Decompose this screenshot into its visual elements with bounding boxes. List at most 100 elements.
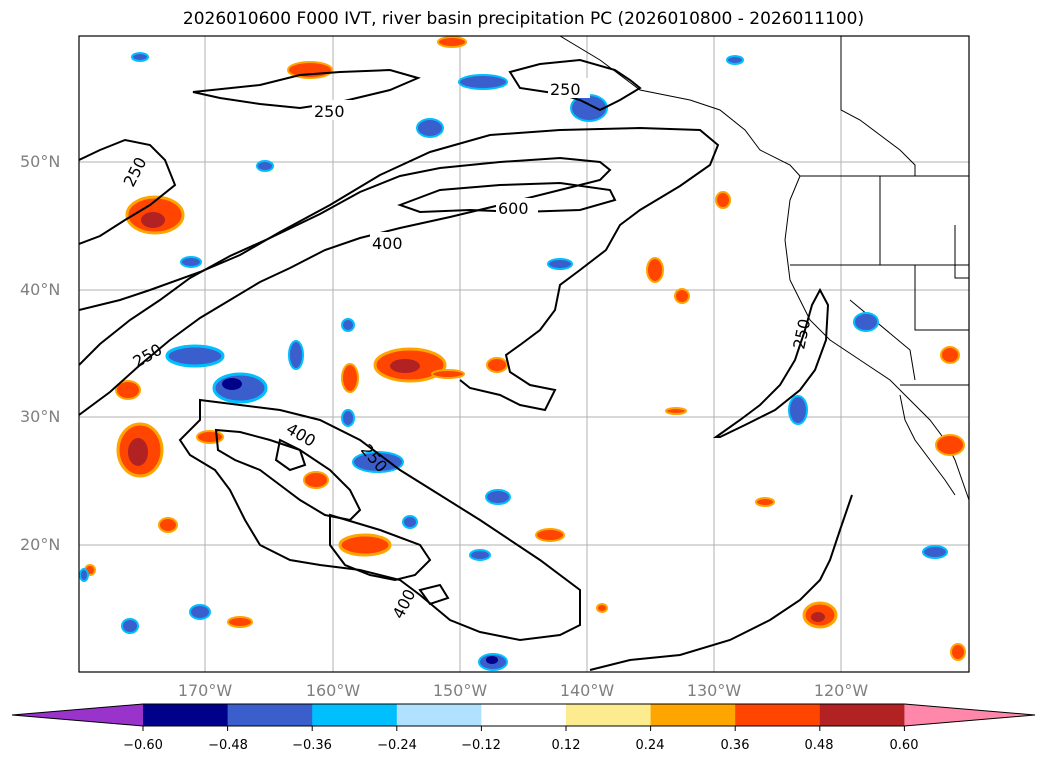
precip-patch bbox=[811, 612, 825, 622]
colorbar-tick-label: 0.12 bbox=[551, 738, 581, 753]
ivt-contour bbox=[397, 181, 617, 214]
lat-label: 30°N bbox=[20, 407, 61, 426]
colorbar-tick-label: 0.60 bbox=[889, 738, 919, 753]
ivt-contour bbox=[192, 68, 421, 110]
colorbar-segment bbox=[396, 704, 482, 726]
coastlines bbox=[559, 36, 969, 501]
precip-patch bbox=[227, 616, 253, 628]
precip-patch bbox=[256, 160, 274, 172]
precip-patch bbox=[165, 344, 225, 368]
precip-patch bbox=[180, 256, 202, 268]
precip-patch bbox=[352, 451, 404, 473]
precip-patch bbox=[922, 545, 948, 559]
colorbar-tick-label: 0.48 bbox=[804, 738, 834, 753]
colorbar-segment bbox=[143, 704, 229, 726]
contour-label: 250 bbox=[130, 340, 166, 372]
contour-label: 400 bbox=[372, 234, 403, 253]
precip-patch bbox=[341, 409, 355, 427]
ivt-contour bbox=[329, 513, 432, 582]
colorbar-tick-label: −0.36 bbox=[292, 738, 332, 753]
ivt-contour bbox=[589, 494, 853, 671]
ivt-contour bbox=[418, 583, 450, 606]
precip-patch bbox=[950, 643, 966, 661]
precip-patch bbox=[141, 212, 165, 228]
precip-patch bbox=[755, 497, 775, 507]
precip-patch bbox=[390, 359, 420, 373]
colorbar-tick-label: −0.48 bbox=[208, 738, 248, 753]
precip-patch bbox=[402, 515, 418, 529]
ivt-contour bbox=[79, 138, 177, 245]
ivt-contour bbox=[79, 126, 720, 412]
precip-patch bbox=[115, 380, 141, 400]
colorbar-segment bbox=[650, 704, 736, 726]
ivt-contour bbox=[274, 438, 307, 472]
lat-label: 40°N bbox=[20, 280, 61, 299]
map-frame bbox=[78, 35, 970, 673]
precip-patch bbox=[128, 438, 148, 466]
colorbar bbox=[11, 703, 1036, 731]
precip-patch bbox=[437, 36, 467, 48]
precip-patch bbox=[715, 191, 731, 209]
ivt-contour bbox=[712, 287, 830, 438]
precip-patch bbox=[79, 568, 89, 582]
precip-patch bbox=[416, 118, 444, 138]
colorbar-extend-low bbox=[12, 704, 143, 726]
colorbar-tick-label: 0.36 bbox=[720, 738, 750, 753]
precip-patch bbox=[665, 407, 687, 415]
colorbar-segment bbox=[566, 704, 652, 726]
colorbar-segment bbox=[227, 704, 313, 726]
colorbar-tick-label: −0.24 bbox=[377, 738, 417, 753]
precip-patch bbox=[288, 340, 304, 370]
precip-patch bbox=[935, 434, 965, 456]
colorbar-segment bbox=[735, 704, 821, 726]
precip-patch bbox=[431, 369, 465, 379]
precip-patch bbox=[341, 318, 355, 332]
precip-patch bbox=[674, 288, 690, 304]
precip-patch bbox=[940, 346, 960, 364]
contour-label: 250 bbox=[550, 80, 581, 99]
colorbar-segment bbox=[312, 704, 398, 726]
lon-label: 130°W bbox=[686, 681, 742, 700]
state-borders bbox=[790, 176, 969, 386]
lon-label: 160°W bbox=[305, 681, 361, 700]
colorbar-segment bbox=[481, 704, 567, 726]
precip-patch bbox=[853, 312, 879, 332]
contour-label: 250 bbox=[314, 102, 345, 121]
precip-patch bbox=[189, 604, 211, 620]
ivt-contours bbox=[79, 58, 853, 671]
contour-label: 600 bbox=[498, 199, 529, 218]
lon-label: 150°W bbox=[432, 681, 488, 700]
lat-label: 20°N bbox=[20, 535, 61, 554]
precip-patch bbox=[341, 363, 359, 393]
ivt-contour bbox=[178, 398, 581, 642]
precip-patch bbox=[131, 52, 149, 62]
colorbar-tick-label: −0.60 bbox=[123, 738, 163, 753]
precip-patch bbox=[726, 55, 744, 65]
ivt-contour bbox=[79, 156, 612, 416]
precip-patch bbox=[222, 378, 242, 390]
precip-patch bbox=[486, 357, 508, 373]
lon-label: 140°W bbox=[559, 681, 615, 700]
precip-patch bbox=[646, 257, 664, 283]
colorbar-tick-label: −0.12 bbox=[461, 738, 501, 753]
precip-patch bbox=[212, 372, 268, 404]
precip-patch bbox=[196, 430, 224, 444]
precip-patch bbox=[486, 656, 498, 664]
precip-patch bbox=[535, 528, 565, 542]
contour-label: 250 bbox=[120, 154, 151, 190]
precip-patch bbox=[485, 489, 511, 505]
lat-label: 50°N bbox=[20, 152, 61, 171]
precip-patch bbox=[338, 533, 392, 557]
precip-patch bbox=[469, 549, 491, 561]
lon-label: 120°W bbox=[813, 681, 869, 700]
colorbar-tick-label: 0.24 bbox=[635, 738, 665, 753]
baja-coast bbox=[899, 394, 956, 496]
contour-label: 250 bbox=[789, 317, 814, 351]
precip-patch bbox=[788, 395, 808, 425]
precip-patch bbox=[547, 258, 573, 270]
lon-label: 170°W bbox=[177, 681, 233, 700]
bc-border bbox=[840, 36, 916, 176]
precip-patch bbox=[596, 603, 608, 613]
